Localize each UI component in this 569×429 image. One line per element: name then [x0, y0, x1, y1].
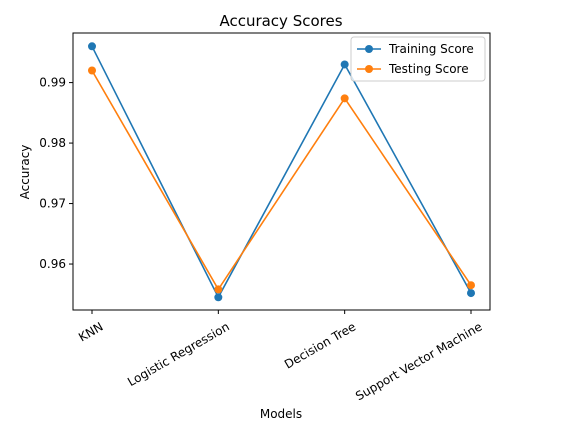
data-point	[467, 289, 475, 298]
y-tick-label: 0.98	[39, 136, 66, 150]
data-point	[88, 42, 96, 51]
y-tick-label: 0.99	[39, 76, 66, 90]
legend-box	[350, 36, 486, 82]
data-point	[88, 66, 96, 75]
x-tick-label: Logistic Regression	[125, 319, 232, 389]
data-point	[214, 293, 223, 302]
data-point	[467, 281, 475, 290]
legend: Training Score Testing Score	[350, 36, 486, 82]
x-tick-label: Decision Tree	[282, 319, 358, 371]
data-point	[214, 285, 223, 294]
x-tick-label: Support Vector Machine	[353, 319, 484, 403]
legend-marker	[365, 65, 373, 73]
chart-title: Accuracy Scores	[219, 12, 342, 30]
x-axis-label: Models	[260, 407, 302, 421]
data-point	[340, 94, 349, 103]
data-point	[340, 60, 349, 69]
y-tick-label: 0.96	[39, 257, 66, 271]
series-line-2	[91, 70, 472, 291]
legend-label: Testing Score	[388, 62, 469, 76]
y-tick-label: 0.97	[39, 197, 66, 211]
x-tick-label: KNN	[76, 319, 105, 344]
series-line-1	[91, 45, 472, 300]
axes-frame	[72, 32, 491, 311]
y-axis-label: Accuracy	[18, 145, 32, 200]
legend-label: Training Score	[388, 42, 474, 56]
plot-area	[88, 42, 475, 302]
legend-marker	[365, 45, 373, 53]
